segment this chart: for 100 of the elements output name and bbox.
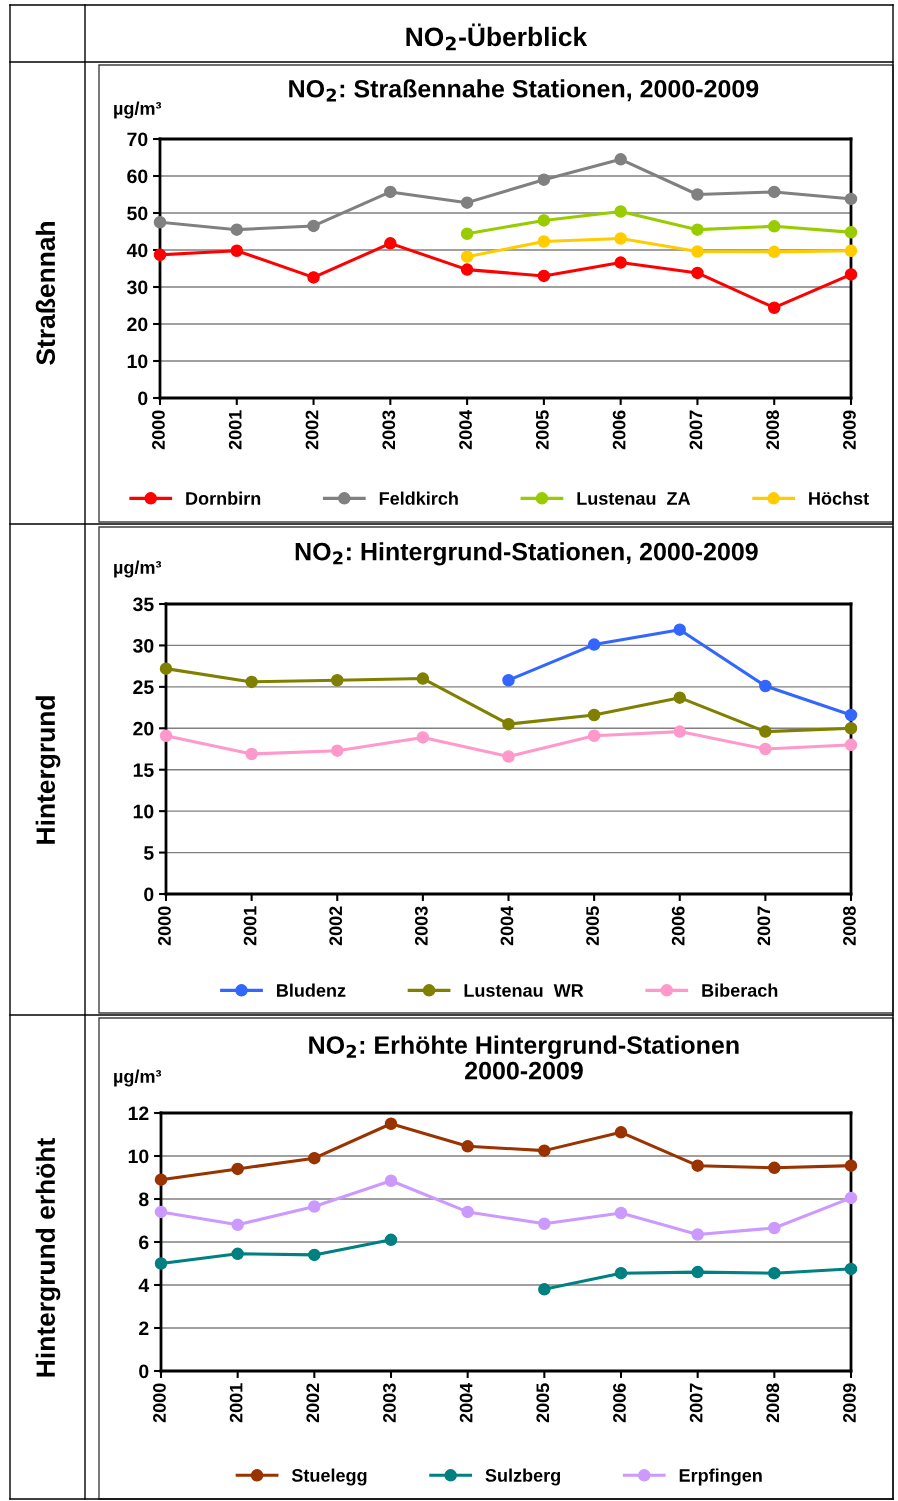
point xyxy=(502,717,515,731)
y-axis-title: µg/m³ xyxy=(114,1069,162,1087)
x-tick-label: 2001 xyxy=(229,1383,243,1423)
x-tick-label: 2003 xyxy=(383,1383,396,1423)
point xyxy=(330,673,344,687)
y-tick-label: 20 xyxy=(127,317,148,332)
point xyxy=(844,1191,858,1205)
point xyxy=(502,673,515,687)
legend-label: Bludenz xyxy=(277,983,346,997)
point xyxy=(691,1265,704,1279)
point xyxy=(844,268,858,281)
y-tick-label: 10 xyxy=(133,804,154,819)
x-tick-label: 2004 xyxy=(459,409,472,450)
y-tick-label: 50 xyxy=(127,206,148,221)
point xyxy=(614,256,627,269)
x-tick-label: 2005 xyxy=(535,410,549,450)
point xyxy=(691,1228,704,1241)
x-tick-label: 2006 xyxy=(613,1383,626,1423)
chart-title: NO$_{2}$: Straßennahe Stationen, 2000-2009 xyxy=(289,79,759,102)
point xyxy=(768,1221,781,1235)
point xyxy=(308,1151,321,1165)
y-tick-label: 6 xyxy=(139,1235,149,1250)
x-tick-label: 2008 xyxy=(766,1383,780,1423)
x-tick-label: 2006 xyxy=(612,410,626,450)
point xyxy=(416,672,430,685)
y-tick-label: 0 xyxy=(139,1364,149,1379)
point xyxy=(614,153,627,166)
x-tick-label: 2009 xyxy=(843,410,856,450)
legend-label: Sulzberg xyxy=(485,1468,560,1486)
y-tick-label: 40 xyxy=(126,243,148,258)
point xyxy=(767,245,781,259)
y-tick-label: 10 xyxy=(128,1149,149,1164)
x-tick-label: 2003 xyxy=(382,410,396,450)
y-tick-label: 35 xyxy=(133,597,154,612)
point xyxy=(614,1206,628,1220)
point xyxy=(538,1217,551,1230)
y-tick-label: 0 xyxy=(144,887,154,902)
y-tick-label: 12 xyxy=(128,1106,149,1121)
y-axis-title: µg/m³ xyxy=(114,560,162,578)
point xyxy=(844,708,858,722)
point xyxy=(538,1144,551,1157)
point xyxy=(691,223,704,236)
x-tick-label: 2004 xyxy=(459,1382,473,1423)
x-tick-label: 2000 xyxy=(153,1383,166,1423)
point xyxy=(537,214,551,227)
point xyxy=(154,1257,168,1270)
x-tick-label: 2000 xyxy=(158,906,171,946)
x-tick-label: 2007 xyxy=(757,906,771,946)
point xyxy=(768,1266,781,1280)
point xyxy=(614,232,627,245)
point xyxy=(308,1200,321,1213)
x-tick-label: 2009 xyxy=(843,1383,856,1423)
y-tick-label: 30 xyxy=(133,638,154,653)
point xyxy=(844,192,858,206)
point xyxy=(502,750,515,763)
x-tick-label: 2008 xyxy=(843,906,856,946)
y-axis-title: µg/m³ xyxy=(114,101,162,119)
point xyxy=(159,729,173,742)
point xyxy=(691,188,704,201)
point xyxy=(673,691,687,704)
point xyxy=(844,738,858,752)
x-tick-label: 2007 xyxy=(689,410,703,450)
point xyxy=(614,1266,628,1280)
x-tick-label: 2000 xyxy=(152,410,165,450)
point xyxy=(460,196,474,209)
point xyxy=(461,1140,474,1153)
point xyxy=(154,1205,168,1219)
y-tick-label: 20 xyxy=(133,721,154,736)
point xyxy=(231,1218,244,1232)
legend-label: Feldkirch xyxy=(379,491,458,505)
point xyxy=(460,263,474,276)
y-tick-label: 25 xyxy=(133,680,154,695)
point xyxy=(538,1283,551,1296)
point xyxy=(460,227,474,240)
legend-label: Stuelegg xyxy=(291,1468,367,1486)
point xyxy=(245,675,258,689)
point xyxy=(537,269,551,283)
y-tick-label: 70 xyxy=(127,132,148,147)
point xyxy=(587,729,601,742)
x-tick-label: 2001 xyxy=(243,906,257,946)
point xyxy=(767,185,781,199)
point xyxy=(587,638,601,651)
x-tick-label: 2005 xyxy=(536,1383,550,1423)
text: NO$_{2}$-Überblick xyxy=(406,23,588,51)
x-tick-label: 2002 xyxy=(329,906,343,946)
point xyxy=(330,744,344,757)
point xyxy=(537,235,551,248)
text: Straßennah xyxy=(35,222,56,365)
legend-label: Höchst xyxy=(809,491,869,505)
point xyxy=(844,244,858,257)
point xyxy=(307,271,320,284)
point xyxy=(614,1126,628,1139)
point xyxy=(614,205,627,218)
point xyxy=(153,215,167,229)
point xyxy=(153,248,167,262)
x-tick-label: 2007 xyxy=(689,1383,703,1423)
point xyxy=(844,225,858,239)
text: Hintergrund erhöht xyxy=(35,1138,61,1377)
point xyxy=(759,679,772,693)
point xyxy=(691,1159,704,1172)
